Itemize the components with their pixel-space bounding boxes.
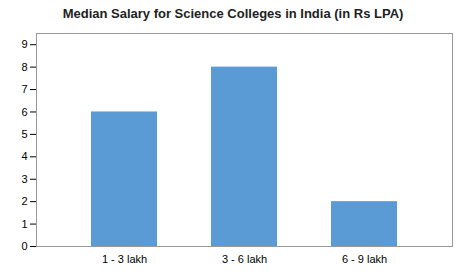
svg-text:9: 9: [21, 38, 27, 50]
svg-text:5: 5: [21, 128, 27, 140]
svg-text:6: 6: [21, 105, 27, 117]
svg-text:3: 3: [21, 173, 27, 185]
svg-text:4: 4: [21, 150, 27, 162]
html-text:Median Salary for Science Coll: Median Salary for Science Colleges in In…: [62, 6, 404, 21]
svg-text:7: 7: [21, 83, 27, 95]
svg-text:2: 2: [21, 195, 27, 207]
svg-text:6 - 9 lakh: 6 - 9 lakh: [342, 253, 387, 265]
svg-text:0: 0: [21, 240, 27, 252]
svg-text:1 - 3 lakh: 1 - 3 lakh: [102, 253, 147, 265]
svg-text:8: 8: [21, 61, 27, 73]
svg-text:1: 1: [21, 218, 27, 230]
svg-text:3 - 6 lakh: 3 - 6 lakh: [222, 253, 267, 265]
